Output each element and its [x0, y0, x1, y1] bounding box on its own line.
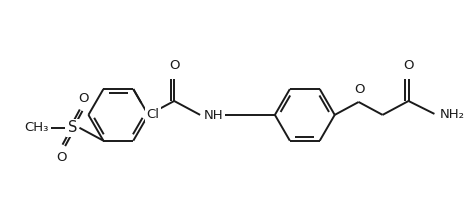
- Text: O: O: [78, 92, 89, 105]
- Text: S: S: [68, 120, 77, 135]
- Text: O: O: [402, 59, 413, 72]
- Text: O: O: [354, 83, 364, 96]
- Text: CH₃: CH₃: [24, 121, 49, 134]
- Text: Cl: Cl: [146, 108, 159, 121]
- Text: O: O: [56, 151, 67, 164]
- Text: O: O: [169, 59, 179, 72]
- Text: NH₂: NH₂: [438, 108, 464, 121]
- Text: NH: NH: [204, 109, 223, 122]
